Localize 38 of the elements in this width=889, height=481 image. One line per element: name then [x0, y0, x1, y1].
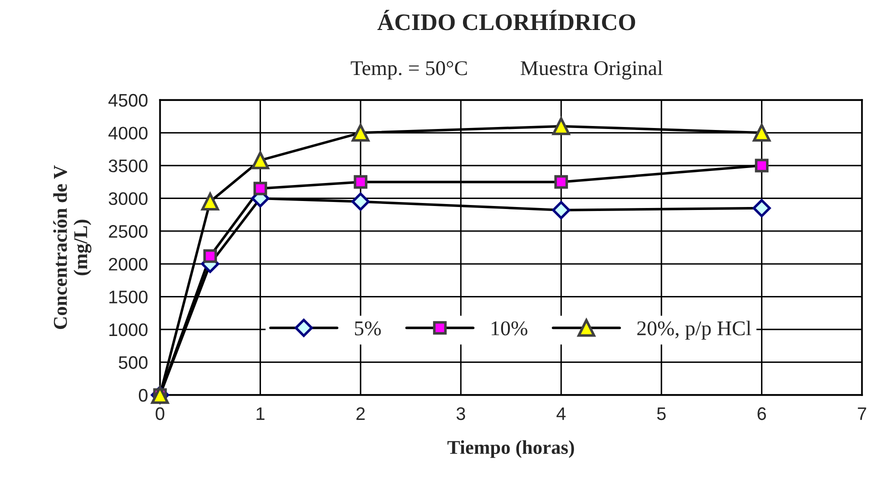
x-tick-label: 5 [657, 407, 666, 420]
point [554, 175, 568, 189]
point [352, 124, 370, 142]
y-tick-label: 500 [118, 356, 148, 369]
chart-subtitle: Temp. = 50°C Muestra Original [350, 60, 663, 80]
point [354, 175, 368, 189]
x-tick-label: 1 [256, 407, 264, 420]
point [253, 182, 268, 196]
y-tick-label: 3500 [108, 159, 148, 172]
chart-title: ÁCIDO CLORHÍDRICO [377, 10, 636, 30]
x-tick-label: 6 [758, 407, 766, 420]
legend-label: 5% [354, 321, 381, 336]
point [203, 249, 217, 263]
y-tick-label: 1500 [109, 290, 148, 304]
x-tick-label: 4 [556, 407, 566, 420]
point [251, 151, 270, 170]
y-tick-label: 3000 [108, 192, 148, 206]
x-tick-label: 3 [456, 407, 466, 420]
y-tick-label: 4500 [108, 94, 148, 107]
legend-label: 10% [492, 321, 528, 336]
point [752, 124, 771, 142]
y-tick-label: 2500 [108, 225, 148, 238]
x-tick-label: 2 [356, 407, 365, 420]
y-tick-label: 4000 [108, 126, 148, 140]
x-tick-label: 0 [156, 407, 164, 420]
point [201, 192, 220, 210]
point [754, 158, 769, 172]
x-axis-title: Tiempo (horas) [447, 440, 574, 458]
legend-label: 20%, p/p HCl [637, 320, 752, 340]
y-axis-title: Concentración de V (mg/L) [53, 165, 92, 330]
point [552, 201, 570, 220]
y-tick-label: 2000 [108, 258, 148, 271]
point [752, 199, 771, 218]
y-tick-label: 0 [138, 388, 148, 402]
x-tick-label: 7 [858, 407, 866, 420]
y-tick-label: 1000 [109, 323, 148, 336]
point [351, 192, 370, 211]
point [552, 117, 570, 136]
